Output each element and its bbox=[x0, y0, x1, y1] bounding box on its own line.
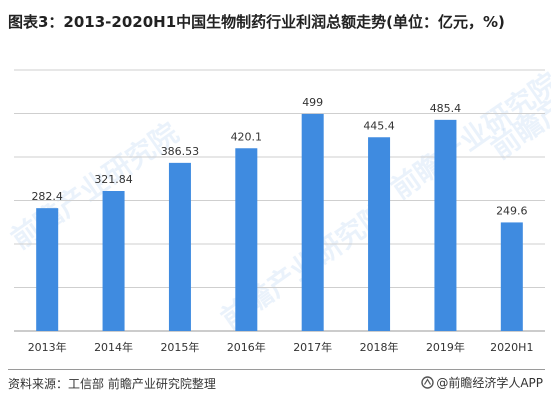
watermark-layer: 前瞻产业研究院前瞻产业研究院前瞻产业研究院前瞻产业研究院 bbox=[5, 26, 551, 335]
bar bbox=[301, 113, 324, 331]
x-tick-label: 2018年 bbox=[360, 340, 399, 354]
x-tick-label: 2013年 bbox=[28, 340, 67, 354]
value-labels: 282.4 321.84 386.53 420.1 499 445.4 485.4 249.6 bbox=[31, 96, 527, 217]
data-label: 420.1 bbox=[231, 130, 263, 143]
bars bbox=[36, 113, 523, 331]
data-label: 445.4 bbox=[363, 119, 395, 132]
data-label: 249.6 bbox=[496, 204, 528, 217]
x-tick-label: 2020H1 bbox=[490, 341, 533, 354]
data-label: 499 bbox=[302, 96, 323, 109]
bar bbox=[500, 222, 523, 331]
brand-logo-icon bbox=[421, 376, 435, 389]
footer-divider bbox=[8, 369, 545, 370]
chart-title: 图表3：2013-2020H1中国生物制药行业利润总额走势(单位：亿元，%) bbox=[8, 13, 505, 31]
data-label: 386.53 bbox=[161, 145, 200, 158]
bar bbox=[102, 190, 125, 331]
bar bbox=[368, 137, 391, 331]
x-tick-label: 2014年 bbox=[94, 340, 133, 354]
x-axis-ticks: 2013年 2014年 2015年 2016年 2017年 2018年 2019年 2020H… bbox=[28, 340, 534, 354]
brand-credit: @前瞻经济学人APP bbox=[421, 374, 543, 391]
bar bbox=[235, 148, 258, 331]
bar bbox=[434, 119, 457, 331]
x-tick-label: 2019年 bbox=[426, 340, 465, 354]
source-note: 资料来源：工信部 前瞻产业研究院整理 bbox=[8, 377, 216, 391]
x-tick-label: 2017年 bbox=[293, 340, 332, 354]
x-tick-label: 2015年 bbox=[160, 340, 199, 354]
watermark-text: 前瞻产业研究院 bbox=[5, 116, 184, 255]
data-label: 321.84 bbox=[94, 173, 133, 186]
data-label: 485.4 bbox=[430, 102, 462, 115]
data-label: 282.4 bbox=[31, 190, 63, 203]
x-tick-label: 2016年 bbox=[227, 340, 266, 354]
brand-label: @前瞻经济学人APP bbox=[436, 376, 543, 390]
bar bbox=[168, 162, 191, 331]
bar bbox=[36, 208, 59, 331]
gridlines bbox=[14, 69, 545, 332]
